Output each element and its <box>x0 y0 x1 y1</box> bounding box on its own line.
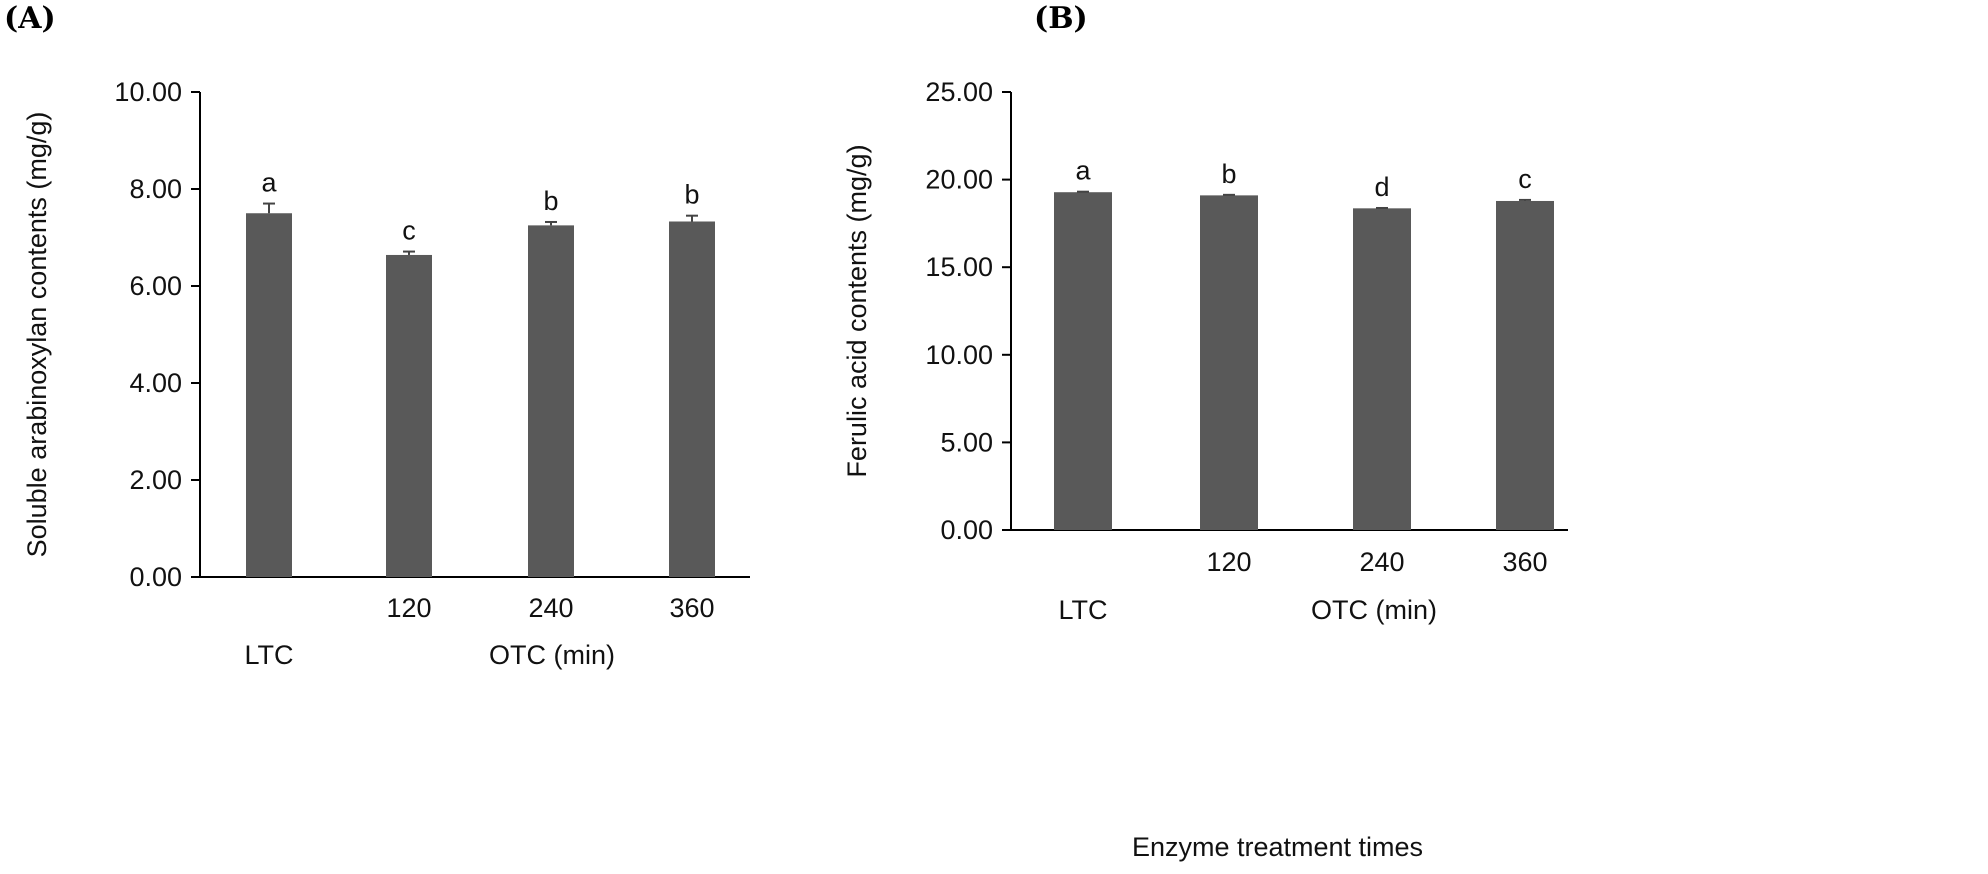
panel-a-bar-3 <box>528 225 574 577</box>
panel-b-y-tick-label: 25.00 <box>925 77 993 107</box>
panel-a-bar-1 <box>246 213 292 577</box>
panel-a-significance-label: a <box>261 168 277 198</box>
panel-b-y-tick-label: 20.00 <box>925 165 993 195</box>
panel-b-y-axis-label: Ferulic acid contents (mg/g) <box>842 144 872 477</box>
panel-a-y-tick-label: 10.00 <box>114 77 182 107</box>
panel-a-label: (A) <box>4 1 56 36</box>
panel-b-significance-label: d <box>1374 172 1389 202</box>
panel-a-group-label: OTC (min) <box>489 640 615 670</box>
panel-a-bar-4 <box>669 221 715 577</box>
panel-b-group-label: OTC (min) <box>1311 595 1437 625</box>
panel-a-y-tick-label: 4.00 <box>129 368 182 398</box>
panel-b-x-tick-label: 240 <box>1359 547 1404 577</box>
panel-a-bar-2 <box>386 254 432 577</box>
panel-b-x-tick-label: 120 <box>1206 547 1251 577</box>
panel-a-significance-label: c <box>402 216 416 246</box>
panel-a-significance-label: b <box>684 180 699 210</box>
panel-b-significance-label: b <box>1221 159 1236 189</box>
panel-b-bar-1 <box>1054 192 1112 530</box>
panel-b-group-label: LTC <box>1058 595 1107 625</box>
panel-b-x-tick-label: 360 <box>1502 547 1547 577</box>
panel-b-significance-label: c <box>1518 164 1532 194</box>
panel-a-x-tick-label: 120 <box>386 593 431 623</box>
panel-a-group-label: LTC <box>244 640 293 670</box>
panel-a-significance-label: b <box>543 186 558 216</box>
panel-a-y-tick-label: 0.00 <box>129 562 182 592</box>
panel-a-x-tick-label: 360 <box>669 593 714 623</box>
panel-a-y-tick-label: 8.00 <box>129 174 182 204</box>
panel-b-y-tick-label: 10.00 <box>925 340 993 370</box>
panel-b-y-tick-label: 15.00 <box>925 252 993 282</box>
panel-b-significance-label: a <box>1075 156 1091 186</box>
panel-a-chart: (A) 0.00 2.00 4.00 6.00 8.00 10.00 a c b b 120 240 3… <box>4 1 750 670</box>
panel-b-label: (B) <box>1034 1 1088 36</box>
panel-b-bar-2 <box>1200 195 1258 531</box>
panel-a-y-tick-label: 2.00 <box>129 465 182 495</box>
panel-a-y-axis-label: Soluble arabinoxylan contents (mg/g) <box>22 112 52 558</box>
panel-b-y-tick-label: 5.00 <box>940 427 993 457</box>
panel-b-x-axis-label: Enzyme treatment times <box>1132 832 1423 862</box>
panel-b-bar-3 <box>1353 208 1411 530</box>
panel-b-bar-4 <box>1496 200 1554 530</box>
panel-a-y-tick-label: 6.00 <box>129 271 182 301</box>
panel-b-chart: (B) 0.00 5.00 10.00 15.00 20.00 25.00 a b d c 120 2… <box>842 1 1568 862</box>
panel-b-y-tick-label: 0.00 <box>940 515 993 545</box>
panel-a-x-tick-label: 240 <box>528 593 573 623</box>
